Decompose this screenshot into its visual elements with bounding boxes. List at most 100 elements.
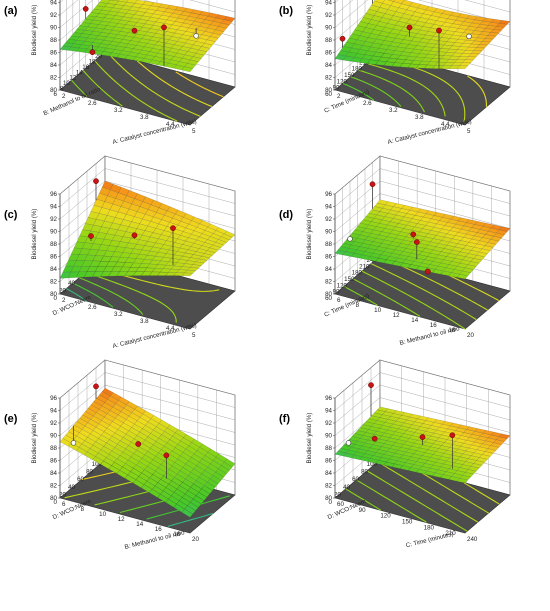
contour-line <box>136 60 213 108</box>
z-tick-label: 90 <box>325 433 332 440</box>
design-point <box>131 232 138 239</box>
z-tick-label: 82 <box>50 279 57 286</box>
x-tick-label: 5 <box>192 332 196 339</box>
y-tick-label: 20 <box>59 287 66 294</box>
z-tick-label: 96 <box>325 191 332 198</box>
z-tick-label: 80 <box>325 291 332 298</box>
x-tick-label: 2 <box>62 93 66 100</box>
x-tick-label: 12 <box>393 312 400 319</box>
z-tick-label: 82 <box>325 75 332 82</box>
y-tick-label: 60 <box>325 295 332 302</box>
contour-line <box>85 271 177 323</box>
y-tick-label: 150 <box>344 276 355 283</box>
response-surface <box>59 0 236 73</box>
z-tick-label: 88 <box>325 445 332 452</box>
x-tick-label: 150 <box>402 519 413 526</box>
contour-line <box>72 282 114 308</box>
contour-line <box>366 470 468 532</box>
contour-line <box>350 76 402 107</box>
design-point-below <box>345 440 352 446</box>
contour-line <box>352 278 421 317</box>
y-tick-label: 40 <box>343 484 350 491</box>
z-tick-label: 82 <box>325 279 332 286</box>
x-tick-label: 180 <box>424 524 435 531</box>
panel-label: (b) <box>279 5 293 17</box>
x-tick-label: 4.4 <box>441 121 450 128</box>
design-point-below <box>193 33 199 39</box>
z-tick-label: 84 <box>50 62 57 69</box>
design-points <box>88 178 176 266</box>
y-tick-label: 20 <box>59 491 66 498</box>
x-tick-label: 8 <box>81 506 85 513</box>
contour-line <box>370 263 477 320</box>
y-tick-label: 120 <box>337 282 348 289</box>
design-point <box>163 452 170 459</box>
surface-plot-f: (f) 80 82 84 86 88 90 92 94 96 60 90 120 150 180 210 240… <box>279 359 511 549</box>
z-tick-label: 82 <box>50 483 57 490</box>
z-tick-label: 90 <box>325 229 332 236</box>
x-tick-label: 16 <box>430 322 437 329</box>
contour-line <box>377 461 479 523</box>
z-tick-label: 80 <box>50 495 57 502</box>
z-tick-label: 96 <box>50 395 57 402</box>
x-tick-label: 18 <box>448 327 455 334</box>
design-points <box>345 382 456 469</box>
contour-line <box>167 512 214 527</box>
z-tick-label: 96 <box>325 395 332 402</box>
z-tick-label: 84 <box>50 266 57 273</box>
surface-cell <box>181 272 194 277</box>
z-tick-label: 96 <box>50 191 57 198</box>
y-axis-title: D: WCO:Neem <box>52 498 93 521</box>
x-tick-label: 5 <box>192 128 196 135</box>
contour-line <box>175 71 224 98</box>
z-axis-title: Biodiesel yield (%) <box>306 209 313 260</box>
z-tick-label: 92 <box>50 216 57 223</box>
contour-floor <box>334 51 511 126</box>
contour-line <box>94 60 178 122</box>
panel-b: (b)80828486889092949622.63.23.84.4560901… <box>275 0 550 203</box>
x-tick-label: 20 <box>467 332 474 339</box>
y-tick-label: 6 <box>54 91 58 98</box>
z-tick-label: 80 <box>325 87 332 94</box>
panel-a: (a)80828486889092949622.63.23.84.4568101… <box>0 0 275 203</box>
z-tick-label: 88 <box>50 445 57 452</box>
z-tick-label: 94 <box>325 204 332 211</box>
contour-line <box>361 270 466 330</box>
z-tick-label: 86 <box>325 50 332 57</box>
x-axis-title: A: Catalyst concentration (wt%) <box>112 322 197 350</box>
y-tick-label: 210 <box>359 263 370 270</box>
contour-lines <box>342 56 487 123</box>
y-tick-label: 0 <box>329 499 333 506</box>
x-tick-label: 3.2 <box>389 107 398 114</box>
contour-line <box>467 75 487 107</box>
contour-lines <box>345 461 500 532</box>
panel-label: (c) <box>4 209 18 221</box>
x-tick-label: 14 <box>136 521 143 528</box>
x-tick-label: 240 <box>467 536 478 543</box>
panel-f: (f) 80 82 84 86 88 90 92 94 96 60 90 120 150 180 210 240… <box>275 359 550 611</box>
surface-cell <box>181 508 194 518</box>
x-tick-label: 10 <box>99 511 106 518</box>
wall-grid-z <box>59 0 236 16</box>
design-point-below <box>347 236 353 242</box>
contour-line <box>82 70 123 107</box>
y-tick-label: 40 <box>68 280 75 287</box>
y-tick-label: 40 <box>68 484 75 491</box>
x-tick-label: 6 <box>337 297 341 304</box>
z-tick-label: 80 <box>50 87 57 94</box>
design-point <box>89 49 96 56</box>
x-axis-title: A: Catalyst concentration (wt%) <box>387 118 472 146</box>
design-points <box>70 383 170 479</box>
contour-floor <box>334 255 511 330</box>
design-point <box>170 225 176 231</box>
design-point <box>368 382 374 388</box>
x-tick-label: 16 <box>155 526 162 533</box>
z-axis-title: Biodiesel yield (%) <box>306 5 313 56</box>
y-tick-label: 0 <box>54 295 58 302</box>
design-points <box>347 181 431 275</box>
x-tick-label: 18 <box>173 531 180 538</box>
z-tick-label: 92 <box>325 12 332 19</box>
z-tick-label: 80 <box>325 495 332 502</box>
z-tick-label: 90 <box>50 25 57 32</box>
response-surface <box>334 0 511 69</box>
